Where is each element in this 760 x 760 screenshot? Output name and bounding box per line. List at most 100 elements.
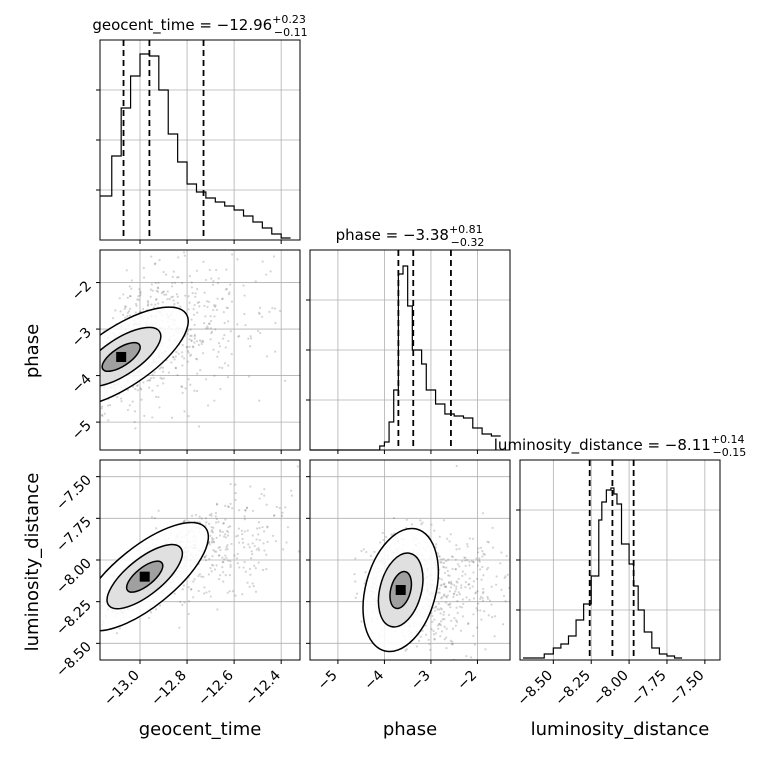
scatter-point bbox=[134, 427, 137, 430]
scatter-point bbox=[229, 283, 232, 286]
scatter-point bbox=[227, 230, 229, 232]
scatter-point bbox=[73, 362, 75, 364]
scatter-point bbox=[158, 406, 161, 409]
scatter-point bbox=[215, 536, 218, 540]
scatter-point bbox=[200, 517, 203, 520]
scatter-point bbox=[213, 568, 217, 571]
scatter-point bbox=[211, 283, 215, 286]
scatter-point bbox=[250, 337, 253, 340]
scatter-point bbox=[229, 483, 232, 486]
scatter-point bbox=[210, 277, 213, 280]
scatter-point bbox=[218, 534, 222, 537]
scatter-point bbox=[484, 648, 487, 651]
scatter-point bbox=[448, 590, 451, 593]
scatter-point bbox=[382, 538, 385, 542]
ylabel-luminosity-distance: luminosity_distance bbox=[22, 473, 43, 652]
scatter-point bbox=[190, 318, 193, 321]
scatter-point bbox=[115, 632, 118, 635]
scatter-point bbox=[458, 547, 461, 550]
scatter-point bbox=[120, 400, 123, 403]
scatter-point bbox=[210, 332, 213, 335]
scatter-point bbox=[479, 609, 482, 612]
scatter-point bbox=[442, 613, 445, 616]
scatter-point bbox=[243, 508, 247, 512]
scatter-point bbox=[440, 558, 443, 561]
scatter-point bbox=[212, 348, 215, 351]
scatter-point bbox=[214, 305, 217, 308]
scatter-point bbox=[148, 386, 151, 389]
scatter-point bbox=[259, 306, 262, 309]
scatter-point bbox=[253, 544, 256, 548]
scatter-point bbox=[449, 586, 453, 589]
scatter-point bbox=[212, 280, 215, 283]
scatter-point bbox=[446, 594, 449, 597]
scatter-point bbox=[73, 410, 75, 412]
scatter-point bbox=[91, 376, 93, 378]
title-label: luminosity_distance = −8.11 bbox=[494, 436, 711, 455]
scatter-point bbox=[248, 375, 251, 378]
scatter-points bbox=[73, 230, 287, 430]
scatter-point bbox=[460, 586, 463, 590]
scatter-point bbox=[206, 305, 209, 309]
scatter-point bbox=[193, 578, 196, 581]
scatter-point bbox=[224, 574, 227, 577]
scatter-point bbox=[362, 548, 365, 551]
scatter-point bbox=[146, 304, 150, 307]
scatter-point bbox=[136, 384, 139, 387]
scatter-point bbox=[222, 560, 225, 564]
scatter-point bbox=[470, 560, 473, 563]
scatter-point bbox=[202, 260, 205, 263]
scatter-point bbox=[472, 537, 475, 540]
scatter-point bbox=[95, 336, 97, 338]
scatter-point bbox=[261, 315, 264, 318]
scatter-point bbox=[94, 405, 96, 407]
scatter-point bbox=[464, 573, 467, 576]
scatter-point bbox=[421, 521, 424, 524]
scatter-point bbox=[94, 348, 96, 350]
scatter-point bbox=[449, 582, 452, 585]
scatter-point bbox=[221, 297, 224, 300]
scatter-point bbox=[96, 346, 98, 348]
scatter-point bbox=[478, 557, 481, 560]
scatter-point bbox=[203, 304, 206, 308]
scatter-point bbox=[234, 498, 237, 501]
scatter-point bbox=[226, 544, 229, 547]
scatter-point bbox=[134, 302, 138, 306]
scatter-point bbox=[229, 330, 232, 333]
scatter-point bbox=[186, 360, 189, 363]
scatter-point bbox=[451, 555, 454, 559]
scatter-point bbox=[455, 593, 459, 597]
scatter-point bbox=[405, 648, 408, 651]
scatter-point bbox=[211, 555, 214, 558]
scatter-point bbox=[385, 535, 388, 539]
density-peak bbox=[395, 585, 406, 595]
scatter-point bbox=[226, 591, 229, 594]
scatter-point bbox=[217, 546, 220, 549]
scatter-point bbox=[487, 566, 490, 569]
scatter-point bbox=[218, 529, 222, 532]
scatter-point bbox=[465, 654, 468, 658]
scatter-point bbox=[93, 328, 95, 330]
scatter-point bbox=[127, 310, 131, 313]
scatter-point bbox=[140, 398, 143, 401]
scatter-point bbox=[192, 580, 195, 583]
scatter-point bbox=[432, 633, 436, 636]
scatter-point bbox=[468, 583, 471, 586]
scatter-point bbox=[243, 312, 246, 316]
title-upper: +0.81 bbox=[449, 223, 483, 236]
scatter-point bbox=[190, 286, 193, 289]
scatter-point bbox=[191, 345, 195, 348]
scatter-point bbox=[261, 525, 264, 529]
scatter-point bbox=[139, 292, 142, 295]
scatter-point bbox=[97, 323, 99, 325]
scatter-point bbox=[434, 670, 436, 672]
scatter-point bbox=[223, 362, 227, 365]
scatter-point bbox=[139, 290, 142, 293]
scatter-point bbox=[255, 527, 259, 530]
title-label: geocent_time = −12.96 bbox=[92, 16, 272, 35]
scatter-point bbox=[468, 598, 471, 601]
scatter-point bbox=[187, 308, 190, 311]
scatter-point bbox=[252, 585, 255, 588]
scatter-point bbox=[166, 298, 169, 301]
scatter-point bbox=[463, 556, 466, 559]
